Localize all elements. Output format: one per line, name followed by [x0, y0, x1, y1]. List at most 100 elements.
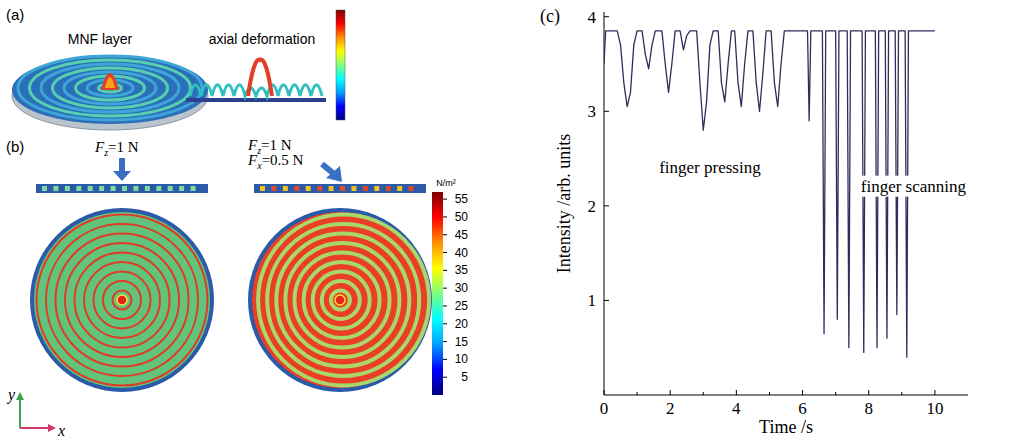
center-bump — [105, 77, 115, 88]
colorbar-tick — [443, 288, 447, 289]
layer-cell — [42, 186, 47, 191]
layer-cell — [179, 186, 184, 191]
panel-letter: (b) — [6, 138, 24, 155]
layer-section — [36, 184, 208, 193]
layer-cell — [409, 186, 414, 191]
axis-glyph — [19, 398, 21, 428]
disc-ring — [37, 215, 208, 386]
deformation-peak — [248, 60, 272, 96]
panel-title: MNF layer — [68, 31, 133, 47]
axis-glyph — [16, 392, 24, 400]
disk-ring — [41, 64, 179, 112]
force-arrow — [113, 171, 131, 181]
disc-ring — [313, 272, 370, 329]
force-arrow — [119, 158, 125, 172]
colorbar-tick — [443, 234, 447, 235]
layer-cell — [386, 186, 391, 191]
layer-cell — [317, 186, 322, 191]
disk-top — [12, 56, 208, 124]
disk-ring — [53, 68, 168, 108]
layer-cell — [260, 186, 265, 191]
axis-glyph-label: x — [57, 422, 65, 439]
colorbar — [432, 192, 443, 395]
disc-ring — [295, 253, 390, 348]
y-tick — [604, 111, 609, 112]
force-arrow — [326, 166, 342, 182]
x-tick — [934, 390, 935, 395]
colorbar-tick — [443, 341, 447, 342]
annotation: finger pressing — [659, 158, 761, 177]
x-minor-tick — [901, 392, 902, 395]
axis-glyph-label: y — [6, 386, 16, 404]
disk-ring — [30, 60, 191, 116]
panel-c: (c)02468101234Time /sIntensity /arb. uni… — [540, 6, 969, 437]
disc-ring — [285, 243, 399, 357]
colorbar-tick — [443, 359, 447, 360]
x-tick — [802, 390, 803, 395]
y-tick-label: 3 — [588, 102, 597, 121]
disc-center — [335, 295, 345, 305]
x-axis-title: Time /s — [759, 417, 813, 437]
layer-cell — [271, 186, 276, 191]
disk-ring — [64, 72, 156, 104]
layer-cell — [191, 186, 196, 191]
layer-cell — [363, 186, 368, 191]
disc-center — [117, 295, 127, 305]
x-minor-tick — [769, 392, 770, 395]
layer-cell — [88, 186, 93, 191]
y-tick-label: 2 — [588, 197, 597, 216]
x-minor-tick — [835, 392, 836, 395]
layer-cell — [145, 186, 150, 191]
disc-ring — [103, 281, 141, 319]
disc-ring — [46, 224, 198, 376]
x-minor-tick — [703, 392, 704, 395]
disc-ring — [304, 262, 380, 338]
colorbar — [336, 10, 345, 120]
disc-edge — [248, 208, 432, 392]
disc-ring — [267, 224, 419, 376]
colorbar-tick — [443, 270, 447, 271]
colorbar-tick-label: 35 — [455, 263, 469, 277]
colorbar-tick — [443, 252, 447, 253]
x-tick-label: 8 — [864, 399, 873, 418]
annotation-patch — [859, 176, 969, 197]
x-tick — [604, 390, 605, 395]
colorbar-tick — [443, 323, 447, 324]
y-tick — [604, 16, 609, 17]
layer-cell — [156, 186, 161, 191]
disk-ring — [18, 56, 202, 120]
disc-ring — [75, 253, 170, 348]
x-tick-label: 0 — [600, 399, 609, 418]
y-tick — [604, 300, 609, 301]
panel-a: (a) MNF layer axial deformation — [6, 6, 345, 130]
layer-cell — [351, 186, 356, 191]
panel-title: axial deformation — [209, 31, 316, 47]
layer-cell — [374, 186, 379, 191]
center-bump — [101, 73, 119, 90]
colorbar-tick-label: 15 — [455, 335, 469, 349]
disk-ring — [76, 76, 145, 100]
disc-ring — [94, 272, 151, 329]
x-tick — [670, 390, 671, 395]
y-tick-label: 4 — [588, 8, 597, 27]
colorbar-tick — [443, 305, 447, 306]
panel-letter: (a) — [6, 6, 24, 23]
force-text: =0.5 N — [262, 152, 304, 168]
colorbar-tick — [443, 377, 447, 378]
y-axis — [604, 12, 605, 395]
disc — [34, 212, 210, 388]
layer-cell — [76, 186, 81, 191]
panel-letter: (c) — [540, 6, 560, 27]
x-tick-label: 6 — [798, 399, 807, 418]
x-tick — [868, 390, 869, 395]
figure: (a)MNF layeraxial deformation(b)Fz=1 NFz… — [0, 0, 1017, 440]
layer-cell — [53, 186, 58, 191]
y-tick-label: 1 — [588, 291, 597, 310]
y-tick — [604, 205, 609, 206]
layer-cell — [329, 186, 334, 191]
disc-ring — [65, 243, 179, 357]
colorbar-tick-label: 30 — [455, 281, 469, 295]
colorbar-tick-label: 55 — [455, 192, 469, 206]
layer-cell — [168, 186, 173, 191]
layer-cell — [397, 186, 402, 191]
